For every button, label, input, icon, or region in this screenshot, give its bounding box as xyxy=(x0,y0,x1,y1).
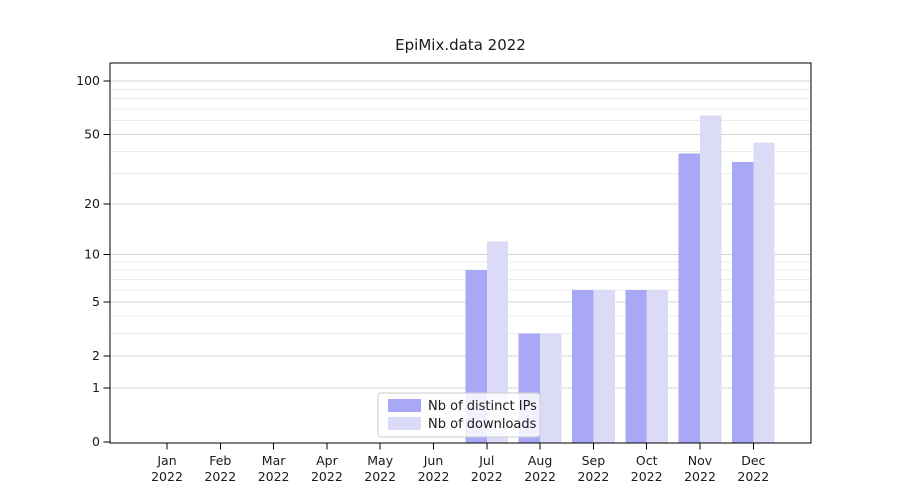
legend-swatch-downloads xyxy=(388,417,421,430)
y-tick-label: 10 xyxy=(84,247,100,262)
bar-dec-s0 xyxy=(731,161,754,444)
x-tick-label-month: Feb xyxy=(209,453,231,468)
x-tick-label-year: 2022 xyxy=(364,469,396,484)
x-tick-label-month: Oct xyxy=(636,453,658,468)
x-tick-label-month: Mar xyxy=(262,453,286,468)
x-tick-label-year: 2022 xyxy=(204,469,236,484)
legend-label-distinct-ips: Nb of distinct IPs xyxy=(428,399,537,414)
x-tick-label-year: 2022 xyxy=(684,469,716,484)
bar-sep-s0 xyxy=(572,289,594,443)
x-tick-label-month: May xyxy=(367,453,393,468)
y-tick-label: 2 xyxy=(92,348,100,363)
x-tick-label-year: 2022 xyxy=(737,469,769,484)
x-tick-label-year: 2022 xyxy=(258,469,290,484)
legend-label-downloads: Nb of downloads xyxy=(428,417,537,432)
x-tick-label-year: 2022 xyxy=(631,469,663,484)
x-tick-label-year: 2022 xyxy=(151,469,183,484)
bar-sep-s1 xyxy=(593,289,615,443)
x-tick-label-month: Nov xyxy=(688,453,713,468)
chart-title: EpiMix.data 2022 xyxy=(395,36,526,54)
y-tick-label: 5 xyxy=(92,294,100,309)
x-tick-label-year: 2022 xyxy=(311,469,343,484)
y-tick-label: 100 xyxy=(76,73,100,88)
bar-aug-s1 xyxy=(540,333,562,443)
x-tick-label-year: 2022 xyxy=(524,469,556,484)
x-tick-label-month: Jan xyxy=(156,453,176,468)
x-tick-label-month: Jul xyxy=(478,453,494,468)
legend-swatch-distinct-ips xyxy=(388,399,421,412)
x-tick-label-year: 2022 xyxy=(577,469,609,484)
plot-border xyxy=(109,62,812,444)
y-tick-label: 20 xyxy=(84,196,100,211)
y-tick-label: 0 xyxy=(92,434,100,449)
x-tick-label-month: Jun xyxy=(423,453,444,468)
x-tick-label-month: Dec xyxy=(741,453,765,468)
x-tick-label-year: 2022 xyxy=(471,469,503,484)
x-tick-label-month: Apr xyxy=(316,453,338,468)
bar-oct-s0 xyxy=(625,289,647,443)
bar-oct-s1 xyxy=(646,289,669,443)
y-tick-label: 50 xyxy=(84,127,100,142)
x-tick-label-month: Aug xyxy=(528,453,552,468)
bar-nov-s0 xyxy=(678,153,700,443)
x-tick-label-year: 2022 xyxy=(418,469,450,484)
x-tick-label-month: Sep xyxy=(582,453,606,468)
bar-dec-s1 xyxy=(753,142,775,443)
y-tick-label: 1 xyxy=(92,380,100,395)
bar-nov-s1 xyxy=(700,115,722,443)
